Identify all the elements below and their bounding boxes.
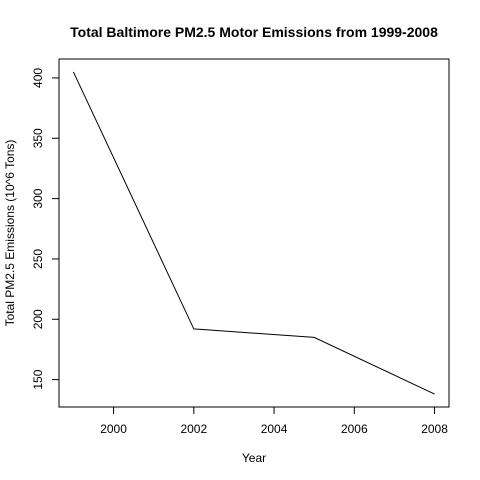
y-tick-label: 300 xyxy=(31,188,45,208)
x-tick-label: 2004 xyxy=(261,422,288,436)
y-tick-label: 250 xyxy=(31,249,45,269)
x-axis-label: Year xyxy=(242,451,266,465)
x-tick-label: 2002 xyxy=(180,422,207,436)
chart-title: Total Baltimore PM2.5 Motor Emissions fr… xyxy=(70,24,438,40)
x-tick-label: 2008 xyxy=(421,422,448,436)
x-tick-label: 2006 xyxy=(341,422,368,436)
y-tick-label: 350 xyxy=(31,128,45,148)
y-tick-label: 150 xyxy=(31,369,45,389)
y-tick-label: 400 xyxy=(31,68,45,88)
y-tick-label: 200 xyxy=(31,309,45,329)
x-tick-label: 2000 xyxy=(100,422,127,436)
y-axis-label: Total PM2.5 Emissions (10^6 Tons) xyxy=(3,140,17,327)
